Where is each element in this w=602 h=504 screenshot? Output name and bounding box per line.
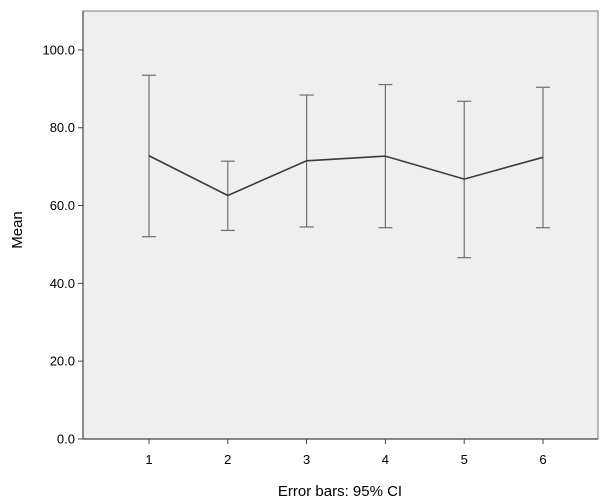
y-tick-label: 20.0 bbox=[50, 354, 75, 369]
y-tick-label: 60.0 bbox=[50, 198, 75, 213]
x-tick-label: 4 bbox=[382, 452, 389, 467]
x-tick-label: 5 bbox=[461, 452, 468, 467]
chart-caption: Error bars: 95% CI bbox=[278, 483, 402, 500]
y-tick-label: 100.0 bbox=[42, 42, 75, 57]
x-axis-ticks: 1 2 3 4 5 6 bbox=[145, 439, 547, 467]
y-tick-label: 80.0 bbox=[50, 120, 75, 135]
x-tick-label: 6 bbox=[539, 452, 546, 467]
series-line bbox=[148, 155, 544, 197]
plot-area bbox=[82, 10, 599, 440]
y-axis-ticks: 0.0 20.0 40.0 60.0 80.0 100.0 bbox=[42, 42, 83, 447]
y-tick-label: 0.0 bbox=[57, 432, 75, 447]
y-tick-label: 40.0 bbox=[50, 276, 75, 291]
x-tick-label: 1 bbox=[145, 452, 152, 467]
y-axis-title: Mean bbox=[9, 211, 26, 249]
x-tick-label: 3 bbox=[303, 452, 310, 467]
x-tick-label: 2 bbox=[224, 452, 231, 467]
